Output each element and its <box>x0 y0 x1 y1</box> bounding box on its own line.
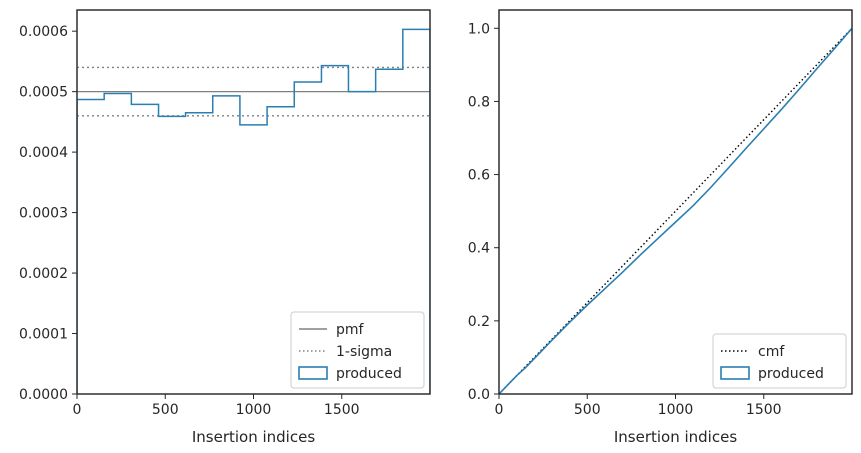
right-legend: cmf produced <box>712 333 847 389</box>
right-y-tick-label: 0.8 <box>468 94 490 110</box>
left-x-tick-label: 1000 <box>236 402 272 418</box>
left-y-tick-label: 0.0000 <box>19 387 68 403</box>
right-plot-frame-top <box>498 9 853 395</box>
right-y-tick-label: 0.0 <box>468 387 490 403</box>
left-y-tick-label: 0.0005 <box>19 85 68 101</box>
left-y-tick-label: 0.0002 <box>19 266 68 282</box>
left-legend-label-1-sigma: 1-sigma <box>336 344 392 360</box>
right-x-tick-label: 0 <box>495 402 504 418</box>
left-x-tick-label: 500 <box>152 402 179 418</box>
right-produced-line <box>499 27 852 394</box>
left-legend-handle-produced <box>298 366 328 380</box>
right-y-tick-label: 0.4 <box>468 241 490 257</box>
left-x-tick-label: 1500 <box>324 402 360 418</box>
right-legend-label-produced: produced <box>758 366 824 382</box>
left-y-tick-label: 0.0004 <box>19 145 68 161</box>
left-legend-box <box>290 311 425 389</box>
left-series-group <box>77 28 430 394</box>
right-x-tick-label: 1500 <box>746 402 782 418</box>
left-legend: pmf 1-sigma produced <box>290 311 425 389</box>
right-legend-box <box>712 333 847 389</box>
left-plot-frame-top <box>76 9 431 395</box>
right-x-axis-label: Insertion indices <box>614 428 737 446</box>
left-legend-label-pmf: pmf <box>336 322 365 338</box>
left-y-tick-label: 0.0003 <box>19 206 68 222</box>
left-y-tick-label: 0.0001 <box>19 327 68 343</box>
left-axes: 0 500 1000 1500 0.0000 0.0001 0.0002 0.0003 0.00… <box>19 9 431 446</box>
left-x-tick-label: 0 <box>73 402 82 418</box>
right-y-tick-label: 0.2 <box>468 314 490 330</box>
right-cmf-line <box>499 27 852 394</box>
right-y-tick-label: 1.0 <box>468 21 490 37</box>
right-series-group <box>499 27 852 394</box>
left-x-axis-label: Insertion indices <box>192 428 315 446</box>
left-y-tick-label: 0.0006 <box>19 24 68 40</box>
right-legend-label-cmf: cmf <box>758 344 785 360</box>
left-produced-step-line <box>77 28 430 394</box>
right-legend-handle-produced <box>720 366 750 380</box>
right-x-tick-label: 500 <box>574 402 601 418</box>
left-legend-label-produced: produced <box>336 366 402 382</box>
right-x-tick-label: 1000 <box>658 402 694 418</box>
right-y-tick-label: 0.6 <box>468 168 490 184</box>
